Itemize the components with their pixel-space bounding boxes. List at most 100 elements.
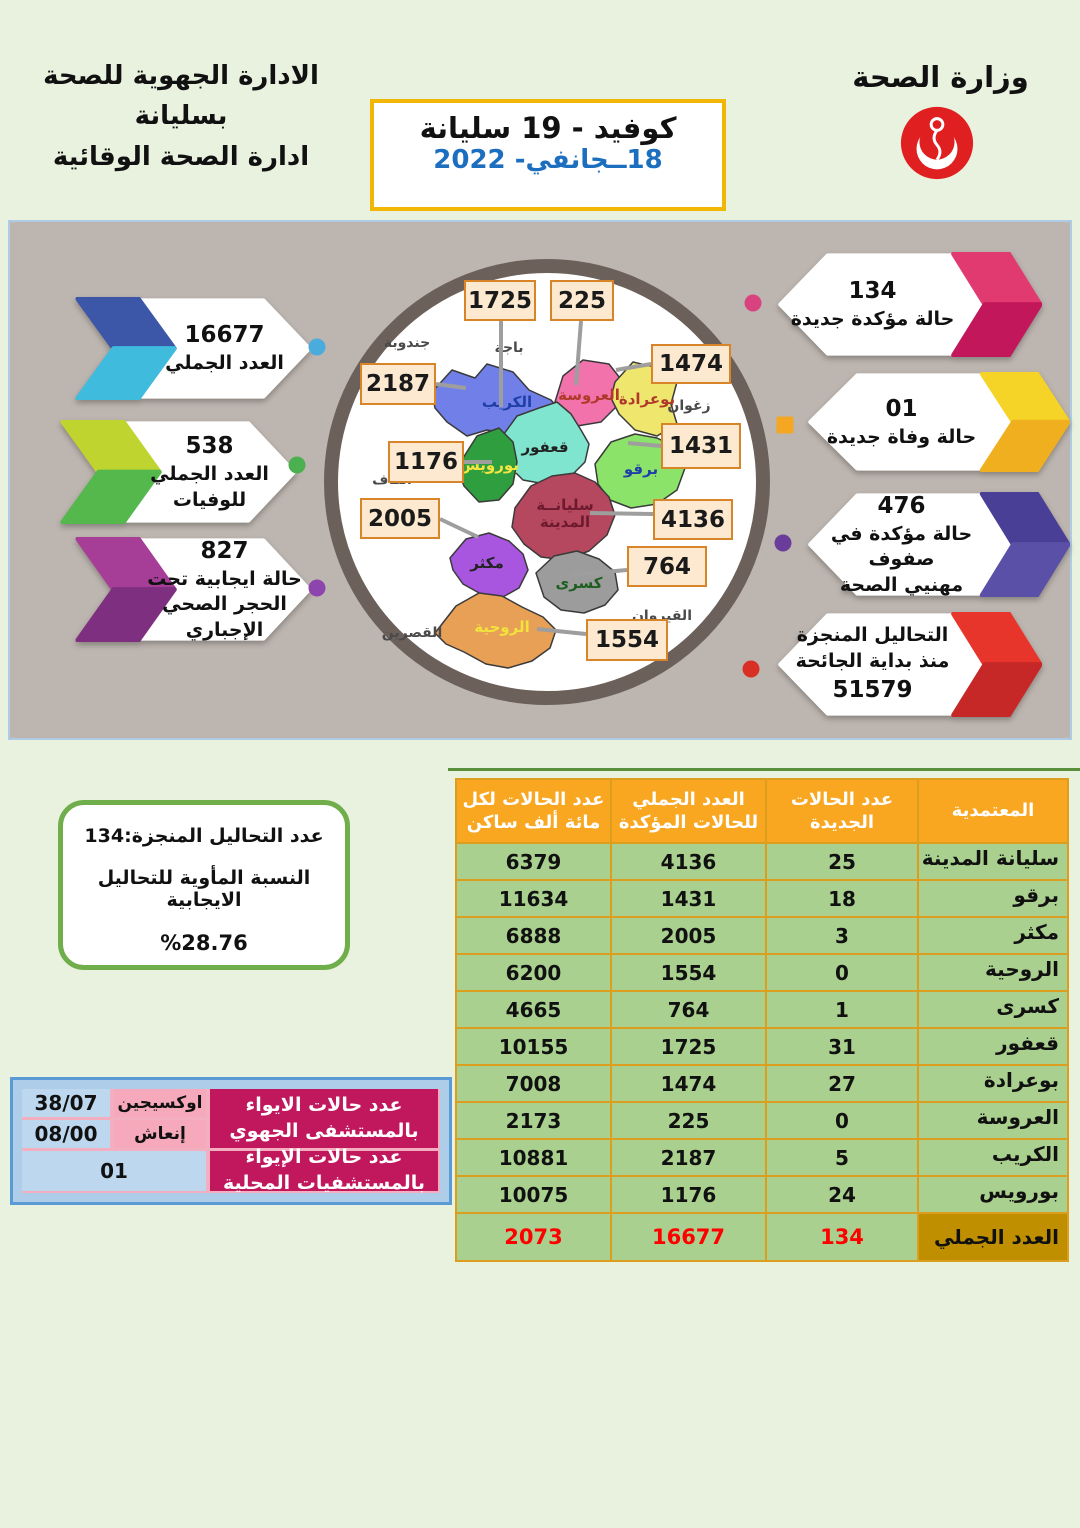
region-shape [434,592,557,669]
banner-text: 476 حالة مؤكدة في صفوف مهنيي الصحة [797,492,1070,597]
region-shape [500,401,590,485]
neighbor-region-label: جندوبة [384,335,430,351]
delegation-name-cell: الكريب [917,1138,1069,1177]
banner-shape [75,537,312,642]
cases-table-wrap: المعتمدية عدد الحالات الجديدة العدد الجملي… [455,778,1069,1262]
stat-banner: 16677 العدد الجملي [57,297,322,400]
region-label: كسرى [555,574,602,592]
delegation-value-cell: 2173 [455,1101,612,1140]
delegation-value-cell: 1176 [610,1175,767,1214]
delegation-value-cell: 0 [765,953,919,992]
delegation-value-cell: 1725 [610,1027,767,1066]
stat-value: 538 [185,432,234,459]
region-label: الروحية [474,618,529,636]
table-row: بورويس 24 1176 10075 [455,1175,1069,1214]
stat-banner: 538 العدد الجملي للوفيات [42,420,307,524]
cases-table-header: عدد الحالات لكل مائة ألف ساكن [455,778,612,844]
table-row: قعفور 31 1725 10155 [455,1027,1069,1066]
delegation-name-cell: العروسة [917,1101,1069,1140]
stat-label: منذ بداية الجائحة [795,649,950,672]
delegation-value-cell: 7008 [455,1064,612,1103]
icu-value-cell: 08/00 [22,1120,110,1148]
region-label: سليانــة المدينة [536,496,594,531]
connector-dot-icon [308,579,326,597]
delegation-value-cell: 6888 [455,916,612,955]
region-label: مكثر [469,554,503,572]
delegation-value-cell: 11634 [455,879,612,918]
table-row: الكريب 5 2187 10881 [455,1138,1069,1177]
region-label: برقو [623,460,658,478]
delegation-value-cell: 0 [765,1101,919,1140]
stat-value: 476 [877,492,926,519]
cases-table-header: عدد الحالات الجديدة [765,778,919,844]
stat-label: حالة مؤكدة في صفوف [830,522,973,571]
stat-label: حالة مؤكدة جديدة [790,308,955,331]
table-total-row: العدد الجملي 134 16677 2073 [455,1212,1069,1262]
delegation-name-cell: سليانة المدينة [917,842,1069,881]
stat-value: 827 [200,537,249,564]
regional-admin-title: الادارة الجهوية للصحة بسليانة ادارة الصح… [20,56,342,177]
stat-banner: التحاليل المنجزة منذ بداية الجائحة 51579 [767,612,1042,717]
delegation-name-cell: كسرى [917,990,1069,1029]
admin-line-2: بسليانة [134,101,228,132]
map-callout-value: 4136 [653,499,733,540]
delegation-name-cell: الروحية [917,953,1069,992]
table-row: سليانة المدينة 25 4136 6379 [455,842,1069,881]
map-callout-value: 1176 [388,441,464,483]
ministry-title: وزارة الصحة [852,60,1029,94]
stat-label: مهنيي الصحة [839,573,964,596]
connector-dot-icon [744,294,762,312]
delegation-name-cell: بورويس [917,1175,1069,1214]
banner-shape [60,420,297,524]
region-shape [511,472,616,561]
regional-hospital-header-line-2: بالمستشفى الجهوي [229,1119,419,1142]
delegation-value-cell: 1474 [610,1064,767,1103]
regional-hospital-header-cell: عدد حالات الايواء بالمستشفى الجهوي [210,1089,438,1148]
report-date: 18ــجانفي- 2022 [433,145,663,175]
delegation-value-cell: 2005 [610,916,767,955]
table-row: بوعرادة 27 1474 7008 [455,1064,1069,1103]
stat-value: 01 [885,395,918,422]
delegation-value-cell: 1431 [610,879,767,918]
delegation-value-cell: 1554 [610,953,767,992]
delegation-value-cell: 25 [765,842,919,881]
delegation-value-cell: 764 [610,990,767,1029]
region-label: بوعرادة [619,390,675,408]
map-callout-value: 1554 [586,619,668,661]
table-top-divider [448,768,1080,771]
delegation-name-cell: مكثر [917,916,1069,955]
stat-banner: 476 حالة مؤكدة في صفوف مهنيي الصحة [797,492,1070,597]
positivity-rate-value: %28.76 [160,931,248,955]
region-label: العروسة [558,386,620,404]
delegation-value-cell: 225 [610,1101,767,1140]
map-callout-value: 1431 [661,423,741,469]
region-shape [535,550,619,614]
stat-banner: 134 حالة مؤكدة جديدة [767,252,1042,357]
delegation-value-cell: 24 [765,1175,919,1214]
local-hospitals-header-line-1: عدد حالات الإيواء [245,1146,403,1169]
table-row: برقو 18 1431 11634 [455,879,1069,918]
map-stats-panel: الكريب العروسة بوعرادة قعفور بورويس برقو سليان… [8,220,1072,740]
delegation-value-cell: 3 [765,916,919,955]
map-callout-value: 1474 [651,344,731,384]
banner-text: 134 حالة مؤكدة جديدة [767,252,1042,357]
delegation-name-cell: بوعرادة [917,1064,1069,1103]
delegation-name-cell: برقو [917,879,1069,918]
total-value-cell: 2073 [455,1212,612,1262]
tests-summary-box: عدد التحاليل المنجزة:134 النسبة المأوية … [58,800,350,970]
delegation-value-cell: 6200 [455,953,612,992]
ministry-logo-icon [900,106,974,180]
stat-value: 51579 [832,676,913,703]
tests-count-line: عدد التحاليل المنجزة:134 [84,825,324,847]
stat-label: التحاليل المنجزة [796,624,949,647]
total-value-cell: 134 [765,1212,919,1262]
delegation-value-cell: 1 [765,990,919,1029]
regional-hospital-header-line-1: عدد حالات الايواء [245,1093,403,1116]
delegation-value-cell: 10881 [455,1138,612,1177]
stat-value: 134 [848,278,897,305]
connector-dot-icon [774,534,792,552]
banner-shape [778,252,1042,357]
oxygen-value-cell: 38/07 [22,1089,110,1117]
